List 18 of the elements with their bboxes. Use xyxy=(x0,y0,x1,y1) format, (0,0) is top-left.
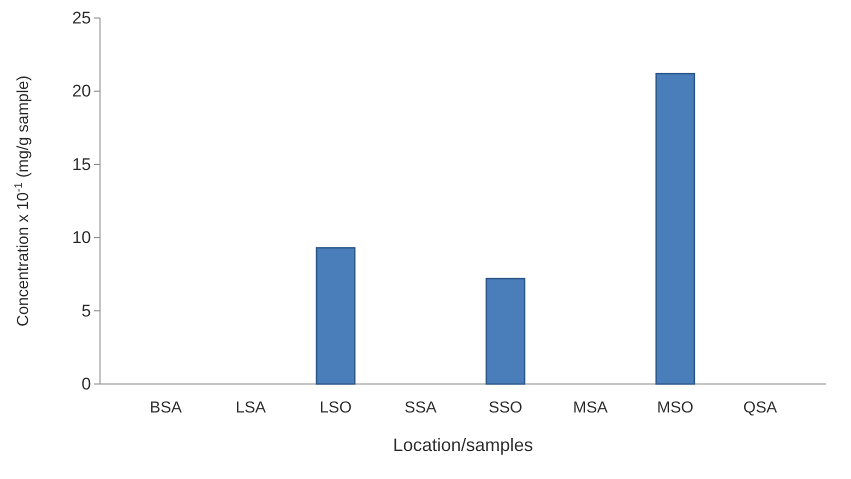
y-tick-label: 5 xyxy=(82,301,91,320)
y-tick-label: 15 xyxy=(72,154,91,174)
y-tick-label: 0 xyxy=(82,374,91,394)
x-tick-label: MSO xyxy=(657,400,694,417)
x-tick-label: SSA xyxy=(404,400,437,417)
bar xyxy=(486,278,526,385)
y-tick-label: 20 xyxy=(72,82,91,101)
y-tick-label: 25 xyxy=(72,8,91,28)
x-tick-label: MSA xyxy=(573,400,608,417)
x-tick-label: SSO xyxy=(488,400,522,417)
x-tick-label: BSA xyxy=(150,400,182,417)
bar xyxy=(655,72,696,385)
x-tick-label: LSA xyxy=(236,400,266,417)
x-tick-label: QSA xyxy=(743,400,778,417)
x-tick-label: LSO xyxy=(320,400,352,417)
x-axis-title: Location/samples xyxy=(392,435,534,455)
bar xyxy=(316,247,356,385)
y-tick-label: 10 xyxy=(72,228,91,248)
